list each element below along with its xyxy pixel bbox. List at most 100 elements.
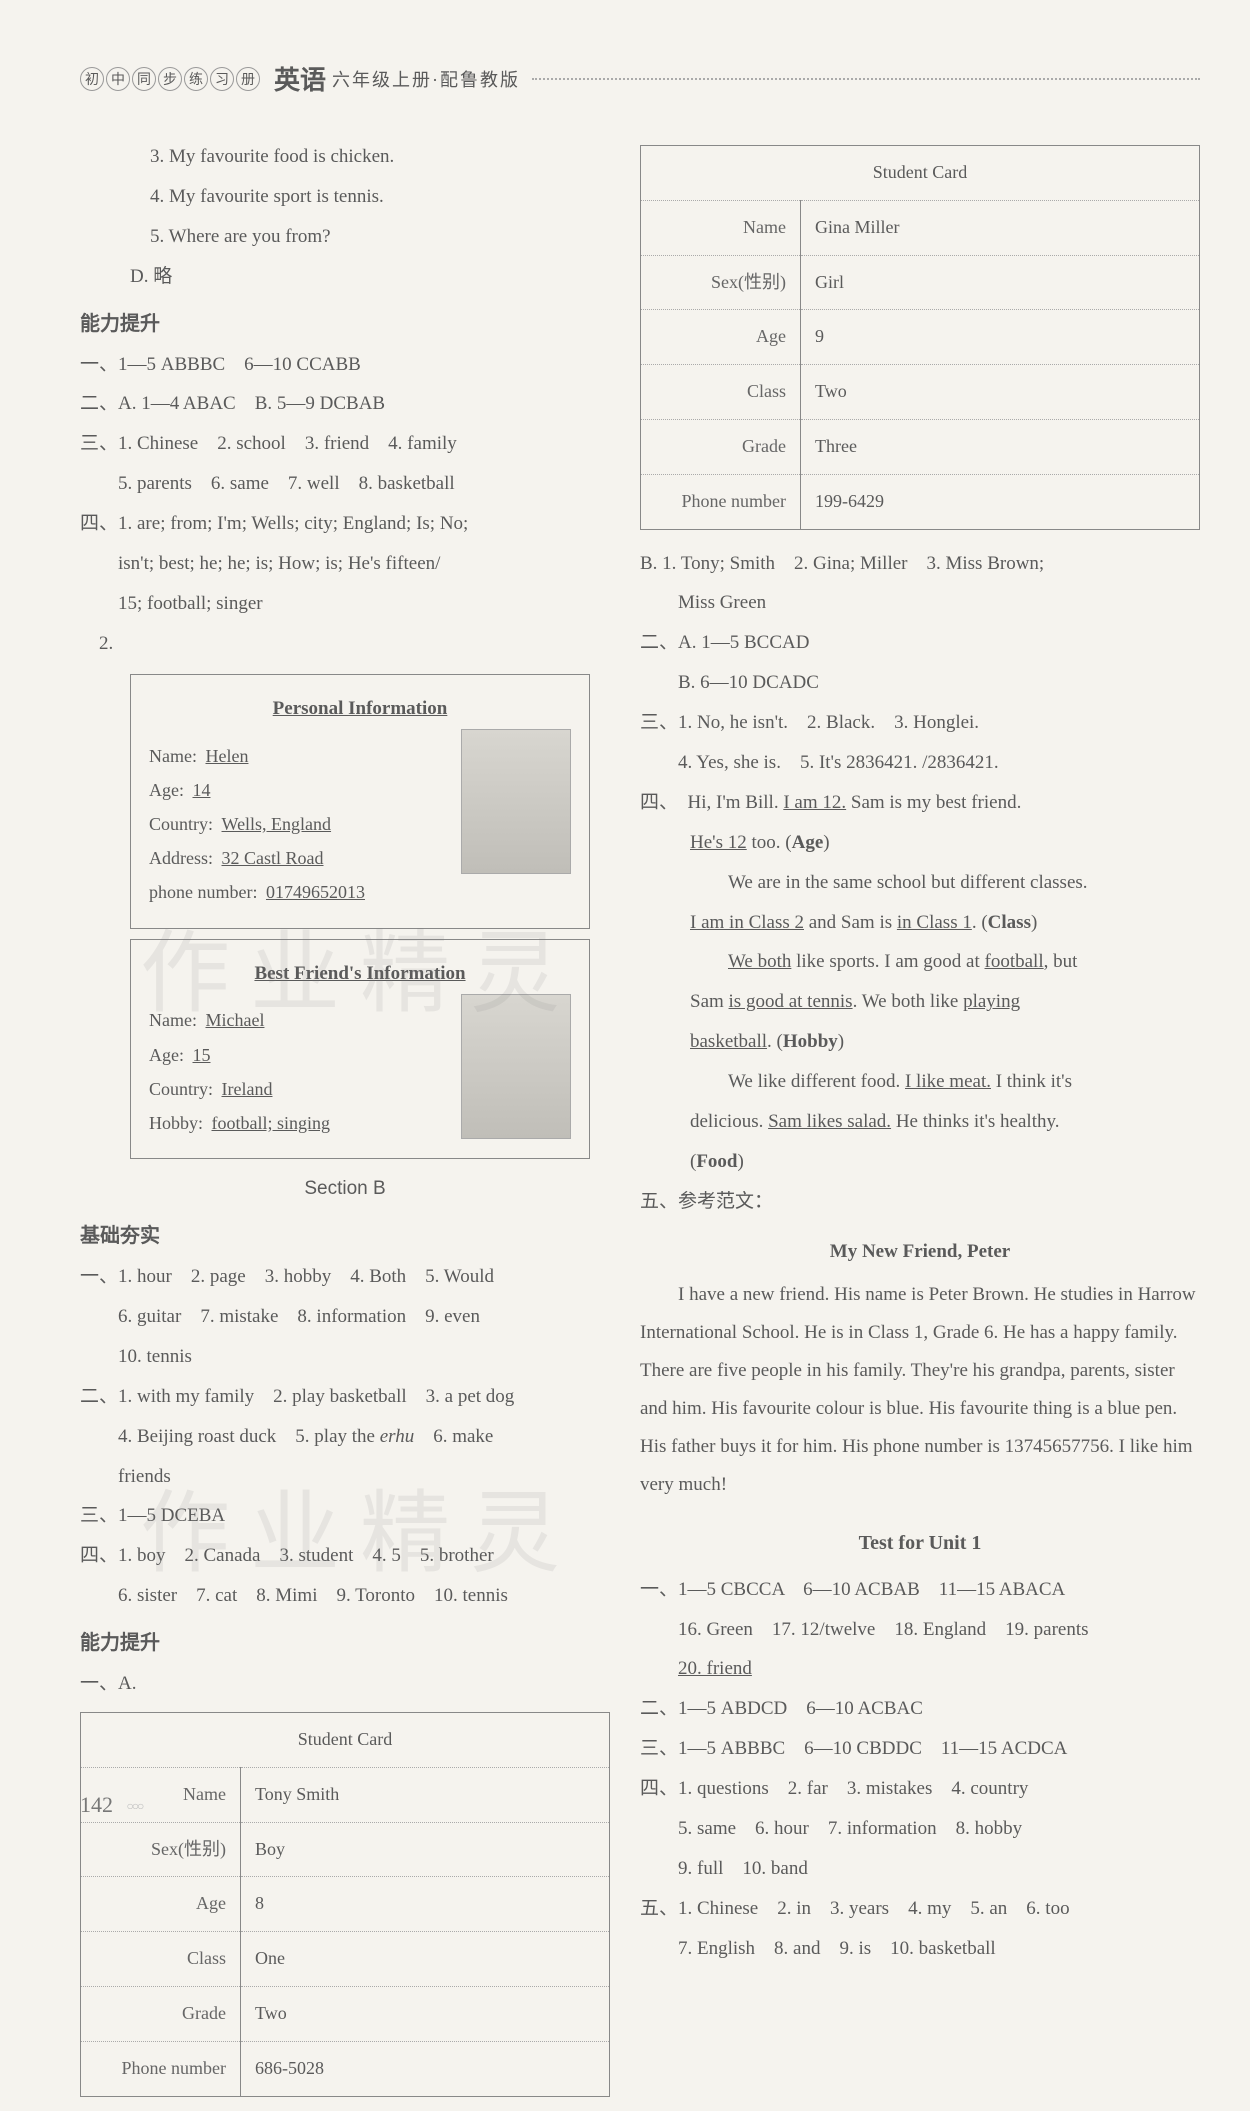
- text-line: 四、1. are; from; I'm; Wells; city; Englan…: [80, 504, 610, 544]
- field-label: Name:: [149, 746, 197, 766]
- underlined: He's 12: [690, 832, 747, 853]
- text-line: (Food): [640, 1142, 1200, 1182]
- right-column: Student Card NameGina Miller Sex(性别)Girl…: [640, 137, 1200, 2111]
- table-cell: Phone number: [641, 474, 801, 529]
- personal-info-card: Personal Information Name: Helen Age: 14…: [130, 674, 590, 929]
- table-cell: Girl: [801, 255, 1200, 310]
- text: ): [1031, 912, 1037, 933]
- text-line: isn't; best; he; he; is; How; is; He's f…: [80, 544, 610, 584]
- field-value: 15: [189, 1045, 215, 1065]
- table-cell: Grade: [641, 419, 801, 474]
- text-line: 4. Beijing roast duck 5. play the erhu 6…: [80, 1417, 610, 1457]
- text: ): [823, 832, 829, 853]
- table-cell: 8: [241, 1877, 610, 1932]
- section-heading: 基础夯实: [80, 1215, 610, 1257]
- table-caption: Student Card: [81, 1712, 610, 1767]
- field-label: Country:: [149, 1079, 213, 1099]
- text-line: basketball. (Hobby): [640, 1022, 1200, 1062]
- field-label: Name:: [149, 1010, 197, 1030]
- circle-char: 练: [184, 67, 208, 91]
- text: , but: [1044, 951, 1078, 972]
- field-label: phone number:: [149, 882, 257, 902]
- table-cell: Class: [81, 1932, 241, 1987]
- text: Hi, I'm Bill.: [688, 792, 784, 813]
- text-line: 16. Green 17. 12/twelve 18. England 19. …: [640, 1610, 1200, 1650]
- circle-char: 册: [236, 67, 260, 91]
- circle-char: 中: [106, 67, 130, 91]
- table-cell: Grade: [81, 1986, 241, 2041]
- text-line: 五、1. Chinese 2. in 3. years 4. my 5. an …: [640, 1889, 1200, 1929]
- circle-char: 习: [210, 67, 234, 91]
- field-value: Helen: [201, 746, 252, 766]
- table-cell: One: [241, 1932, 610, 1987]
- section-heading: 能力提升: [80, 303, 610, 345]
- essay-title: My New Friend, Peter: [640, 1232, 1200, 1272]
- bold: Age: [792, 832, 824, 853]
- text-line: 9. full 10. band: [640, 1849, 1200, 1889]
- text-line: 三、1—5 ABBBC 6—10 CBDDC 11—15 ACDCA: [640, 1729, 1200, 1769]
- text-line: 4. My favourite sport is tennis.: [80, 177, 610, 217]
- text-line: Miss Green: [640, 583, 1200, 623]
- card-title: Personal Information: [149, 689, 571, 729]
- header-dots: [532, 78, 1200, 80]
- table-cell: Age: [641, 310, 801, 365]
- text: Sam: [690, 991, 729, 1012]
- page-number-value: 142: [80, 1792, 113, 1817]
- underlined: I like meat.: [905, 1071, 991, 1092]
- text-line: 一、A.: [80, 1664, 610, 1704]
- text: Sam is my best friend.: [846, 792, 1021, 813]
- section-b-label: Section B: [80, 1169, 610, 1209]
- field-label: Country:: [149, 814, 213, 834]
- test-title: Test for Unit 1: [640, 1522, 1200, 1564]
- table-cell: Three: [801, 419, 1200, 474]
- left-column: 3. My favourite food is chicken. 4. My f…: [80, 137, 610, 2111]
- text: We like different food.: [728, 1071, 905, 1092]
- text-line: We like different food. I like meat. I t…: [640, 1062, 1200, 1102]
- table-cell: Two: [241, 1986, 610, 2041]
- field-value: Ireland: [218, 1079, 277, 1099]
- table-cell: Sex(性别): [81, 1822, 241, 1877]
- student-card-table-1: Student Card NameTony Smith Sex(性别)Boy A…: [80, 1712, 610, 2097]
- text-line: 2.: [80, 624, 610, 664]
- underlined: I am 12.: [783, 792, 846, 813]
- text: and Sam is: [804, 912, 897, 933]
- page-number: 142 ○○○: [80, 1792, 142, 1818]
- page-header: 初 中 同 步 练 习 册 英语 六年级上册·配鲁教版: [80, 60, 1200, 97]
- photo-placeholder: [461, 729, 571, 874]
- essay-body: I have a new friend. His name is Peter B…: [640, 1276, 1200, 1504]
- text-line: 二、A. 1—4 ABAC B. 5—9 DCBAB: [80, 384, 610, 424]
- underlined: Sam likes salad.: [768, 1111, 891, 1132]
- student-card-table-2: Student Card NameGina Miller Sex(性别)Girl…: [640, 145, 1200, 530]
- underlined: We both: [728, 951, 791, 972]
- text-line: 6. sister 7. cat 8. Mimi 9. Toronto 10. …: [80, 1576, 610, 1616]
- text-line: 3. My favourite food is chicken.: [80, 137, 610, 177]
- table-cell: Age: [81, 1877, 241, 1932]
- text-line: 二、1—5 ABDCD 6—10 ACBAC: [640, 1689, 1200, 1729]
- text-line: 一、1. hour 2. page 3. hobby 4. Both 5. Wo…: [80, 1257, 610, 1297]
- text-line: Sam is good at tennis. We both like play…: [640, 982, 1200, 1022]
- text-line: 5. parents 6. same 7. well 8. basketball: [80, 464, 610, 504]
- section-heading: 能力提升: [80, 1622, 610, 1664]
- underlined: in Class 1: [897, 912, 972, 933]
- text-line: 20. friend: [640, 1649, 1200, 1689]
- table-cell: Tony Smith: [241, 1767, 610, 1822]
- text-line: 一、1—5 ABBBC 6—10 CCABB: [80, 345, 610, 385]
- field-label: Age:: [149, 780, 184, 800]
- text-line: 一、1—5 CBCCA 6—10 ACBAB 11—15 ABACA: [640, 1570, 1200, 1610]
- text-line: 二、1. with my family 2. play basketball 3…: [80, 1377, 610, 1417]
- circle-char: 同: [132, 67, 156, 91]
- header-subtitle: 六年级上册·配鲁教版: [332, 66, 520, 92]
- text-line: 15; football; singer: [80, 584, 610, 624]
- table-cell: Gina Miller: [801, 200, 1200, 255]
- text: delicious.: [690, 1111, 768, 1132]
- underlined: playing: [963, 991, 1020, 1012]
- underlined: football: [985, 951, 1044, 972]
- table-cell: Sex(性别): [641, 255, 801, 310]
- text-line: B. 1. Tony; Smith 2. Gina; Miller 3. Mis…: [640, 544, 1200, 584]
- field-value: 01749652013: [262, 882, 369, 902]
- text: I think it's: [991, 1071, 1072, 1092]
- underlined: is good at tennis: [729, 991, 853, 1012]
- text-line: 4. Yes, she is. 5. It's 2836421. /283642…: [640, 743, 1200, 783]
- table-cell: 9: [801, 310, 1200, 365]
- text-line: 6. guitar 7. mistake 8. information 9. e…: [80, 1297, 610, 1337]
